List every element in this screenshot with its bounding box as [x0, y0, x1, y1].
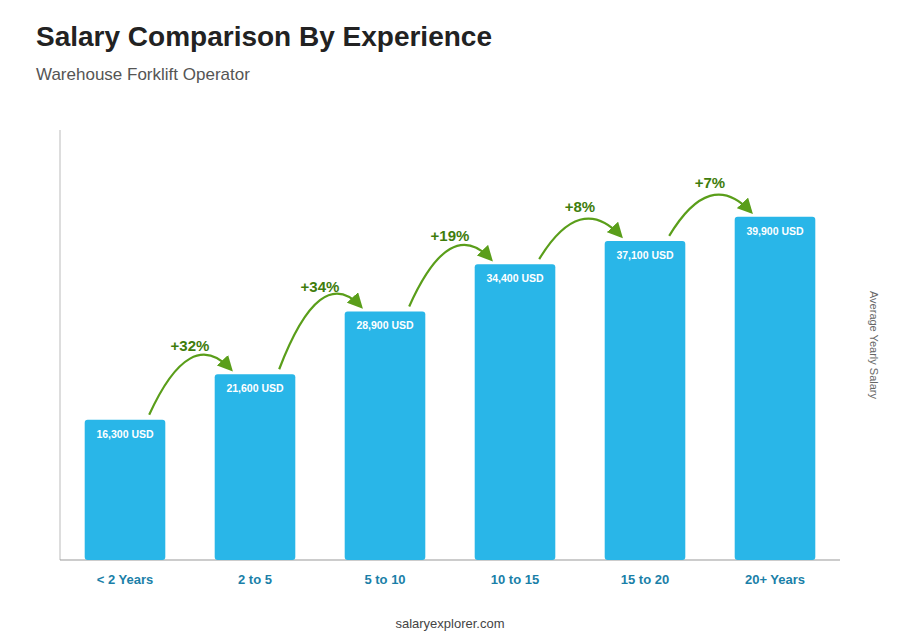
title: Salary Comparison By Experience [36, 21, 492, 52]
data-label: 21,600 USD [226, 382, 284, 394]
data-label: 39,900 USD [746, 225, 804, 237]
bar [605, 241, 686, 560]
footer: salaryexplorer.com [395, 616, 504, 631]
bar [345, 311, 426, 560]
x-tick-label: < 2 Years [97, 572, 154, 587]
data-label: 16,300 USD [96, 428, 154, 440]
x-tick-label: 10 to 15 [491, 572, 539, 587]
data-label: 34,400 USD [486, 272, 544, 284]
change-arrow [279, 294, 361, 370]
chart-container: Salary Comparison By Experience Warehouse… [0, 0, 900, 641]
y-axis-label: Average Yearly Salary [868, 291, 880, 400]
change-label: +32% [171, 337, 210, 354]
bar [475, 264, 556, 560]
data-label: 37,100 USD [616, 249, 674, 261]
change-arrow [539, 219, 621, 260]
y-axis-line [60, 130, 61, 560]
change-label: +19% [431, 227, 470, 244]
subtitle: Warehouse Forklift Operator [36, 65, 250, 84]
change-arrow [149, 355, 231, 415]
x-axis-line [60, 560, 840, 561]
bar [85, 420, 166, 560]
bars [85, 217, 816, 560]
chart-svg: Salary Comparison By Experience Warehouse… [0, 0, 900, 641]
change-label: +8% [565, 198, 595, 215]
x-tick-label: 15 to 20 [621, 572, 669, 587]
bar [215, 374, 296, 560]
bar [735, 217, 816, 560]
change-label: +34% [301, 278, 340, 295]
x-tick-label: 5 to 10 [364, 572, 405, 587]
data-label: 28,900 USD [356, 319, 414, 331]
change-label: +7% [695, 174, 725, 191]
x-tick-label: 2 to 5 [238, 572, 272, 587]
change-arrow [669, 195, 751, 236]
change-arrow [409, 245, 491, 307]
x-tick-label: 20+ Years [745, 572, 805, 587]
